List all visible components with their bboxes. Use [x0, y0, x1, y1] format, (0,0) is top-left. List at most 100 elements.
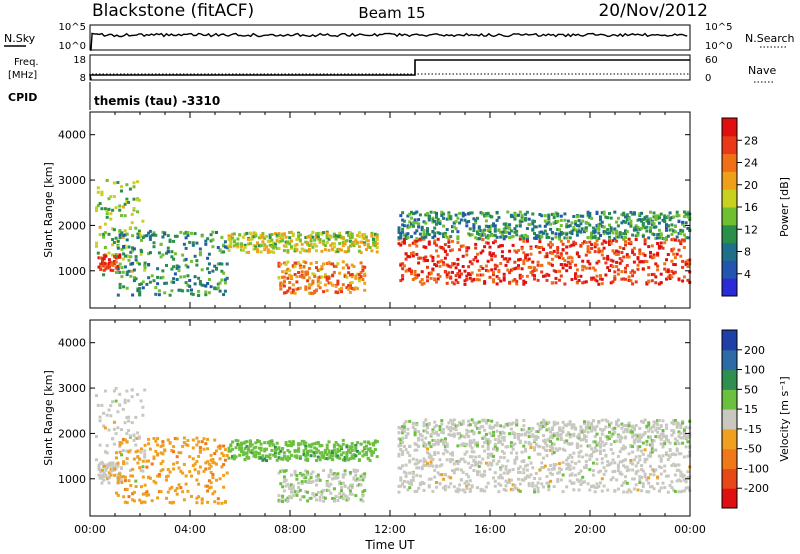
scatter-cell	[361, 499, 365, 503]
scatter-cell	[140, 250, 143, 253]
scatter-cell	[402, 239, 406, 243]
scatter-cell	[536, 486, 540, 490]
scatter-cell	[128, 187, 132, 191]
scatter-cell	[440, 430, 444, 434]
scatter-cell	[572, 423, 576, 427]
scatter-cell	[570, 256, 574, 260]
scatter-cell	[447, 485, 451, 489]
scatter-cell	[624, 232, 627, 236]
scatter-cell	[323, 273, 327, 277]
scatter-cell	[329, 491, 333, 495]
scatter-cell	[443, 437, 447, 441]
scatter-cell	[681, 259, 685, 263]
scatter-cell	[632, 228, 636, 232]
scatter-cell	[645, 229, 649, 233]
scatter-cell	[495, 449, 499, 452]
scatter-cell	[316, 490, 320, 494]
scatter-cell	[411, 212, 415, 216]
x-tick-label: 16:00	[474, 523, 506, 536]
scatter-cell	[663, 214, 667, 218]
scatter-cell	[449, 265, 453, 269]
scatter-cell	[666, 268, 670, 272]
scatter-cell	[114, 399, 118, 403]
scatter-cell	[295, 449, 299, 453]
scatter-cell	[636, 448, 640, 452]
scatter-cell	[677, 220, 681, 224]
scatter-cell	[332, 270, 336, 274]
scatter-cell	[673, 437, 677, 441]
scatter-cell	[147, 276, 151, 280]
scatter-cell	[373, 448, 377, 451]
scatter-cell	[456, 241, 460, 245]
scatter-cell	[433, 431, 437, 435]
scatter-cell	[638, 260, 642, 264]
scatter-cell	[413, 242, 417, 246]
scatter-cell	[177, 288, 181, 292]
scatter-cell	[543, 255, 547, 259]
scatter-cell	[245, 231, 249, 235]
scatter-cell	[459, 443, 463, 447]
scatter-cell	[352, 453, 356, 457]
scatter-cell	[120, 428, 123, 432]
scatter-cell	[248, 450, 252, 454]
scatter-cell	[465, 278, 469, 281]
scatter-cell	[525, 258, 529, 262]
scatter-cell	[248, 439, 252, 443]
scatter-cell	[433, 453, 437, 456]
scatter-cell	[686, 215, 690, 219]
scatter-cell	[550, 231, 554, 234]
scatter-cell	[595, 443, 599, 447]
scatter-cell	[368, 442, 372, 446]
scatter-cell	[529, 265, 533, 269]
scatter-cell	[433, 231, 437, 235]
scatter-cell	[468, 276, 472, 280]
scatter-cell	[413, 276, 417, 280]
scatter-cell	[579, 469, 583, 473]
scatter-cell	[113, 467, 117, 471]
scatter-cell	[220, 269, 224, 273]
scatter-cell	[116, 181, 120, 184]
scatter-cell	[304, 240, 308, 244]
scatter-cell	[540, 230, 544, 234]
scatter-cell	[524, 476, 528, 480]
scatter-cell	[611, 280, 615, 284]
scatter-cell	[254, 245, 258, 249]
scatter-cell	[257, 440, 261, 443]
scatter-cell	[565, 485, 569, 489]
scatter-cell	[282, 249, 286, 253]
scatter-cell	[293, 273, 297, 276]
scatter-cell	[279, 469, 283, 473]
scatter-cell	[465, 486, 469, 490]
scatter-cell	[232, 240, 236, 244]
scatter-cell	[195, 460, 199, 463]
scatter-cell	[418, 433, 422, 437]
scatter-cell	[500, 250, 504, 254]
scatter-cell	[130, 388, 134, 392]
scatter-cell	[143, 268, 147, 272]
scatter-cell	[404, 420, 408, 424]
scatter-cell	[615, 253, 619, 256]
scatter-cell	[288, 231, 292, 234]
scatter-cell	[120, 275, 124, 279]
scatter-cell	[318, 238, 322, 241]
scatter-cell	[348, 457, 352, 461]
scatter-cell	[111, 269, 115, 272]
scatter-cell	[649, 485, 652, 489]
scatter-cell	[538, 424, 542, 428]
scatter-cell	[536, 481, 540, 485]
scatter-cell	[520, 218, 524, 221]
scatter-cell	[311, 450, 315, 454]
scatter-cell	[216, 445, 220, 449]
scatter-cell	[138, 498, 142, 502]
scatter-cell	[222, 454, 226, 457]
scatter-cell	[206, 267, 210, 271]
scatter-cell	[643, 431, 647, 434]
scatter-cell	[401, 277, 405, 281]
scatter-cell	[238, 453, 242, 457]
scatter-cell	[136, 461, 140, 465]
scatter-cell	[657, 228, 661, 232]
scatter-cell	[493, 438, 497, 441]
scatter-cell	[186, 231, 190, 235]
scatter-cell	[168, 441, 172, 445]
scatter-cell	[492, 222, 495, 226]
